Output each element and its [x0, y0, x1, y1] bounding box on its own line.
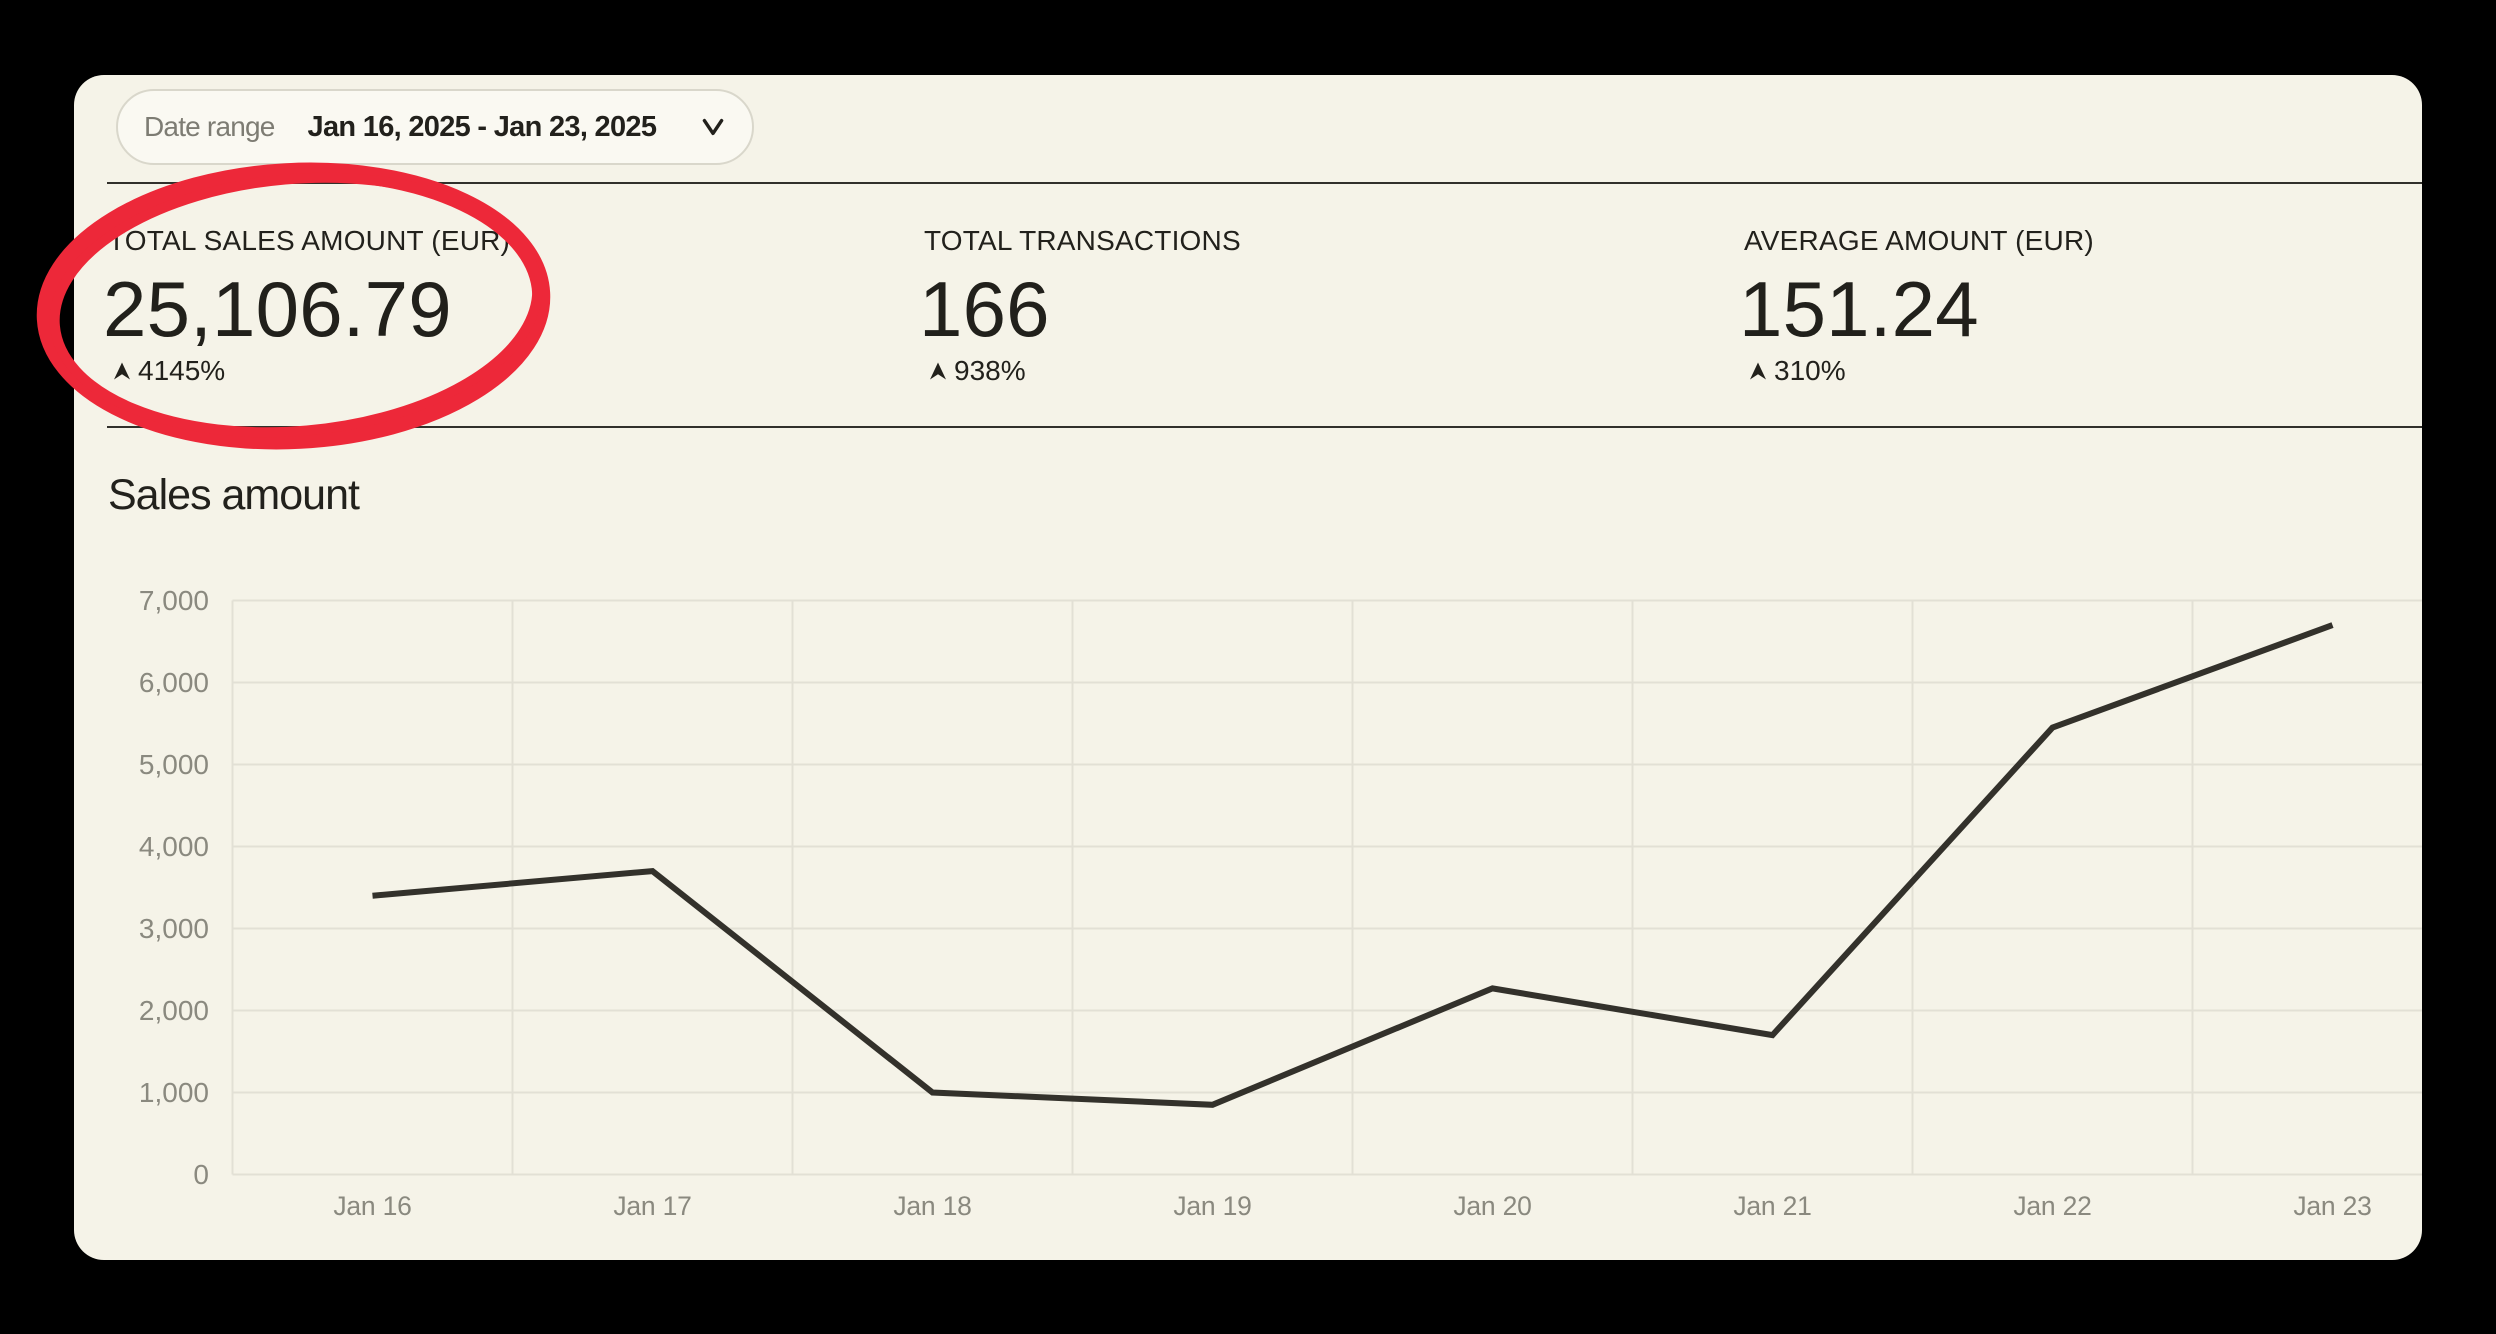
y-axis-tick-label: 0 — [193, 1158, 209, 1190]
kpi-delta: 938% — [924, 357, 1026, 385]
x-axis-tick-label: Jan 17 — [613, 1191, 692, 1221]
divider-bottom — [107, 426, 2422, 428]
line-series — [372, 622, 2334, 1108]
dashboard-panel: Date range Jan 16, 2025 - Jan 23, 2025 T… — [74, 75, 2422, 1260]
x-axis-tick-label: Jan 23 — [2293, 1191, 2372, 1221]
y-axis-tick-label: 2,000 — [138, 994, 209, 1026]
kpi-delta: 4145% — [108, 357, 225, 385]
kpi-label: TOTAL TRANSACTIONS — [924, 225, 1241, 256]
kpi-delta: 310% — [1744, 357, 1846, 385]
x-axis-tick-label: Jan 22 — [2013, 1191, 2092, 1221]
kpi-label: AVERAGE AMOUNT (EUR) — [1744, 225, 2094, 256]
kpi-delta-value: 938% — [954, 355, 1026, 386]
y-axis-tick-label: 7,000 — [138, 584, 209, 616]
arrow-up-icon — [1750, 362, 1766, 380]
date-range-selector[interactable]: Date range Jan 16, 2025 - Jan 23, 2025 — [116, 89, 755, 165]
x-axis-tick-label: Jan 16 — [333, 1191, 412, 1221]
kpi-delta-value: 4145% — [138, 355, 226, 386]
x-axis-tick-label: Jan 21 — [1733, 1191, 1812, 1221]
kpi-value: 166 — [919, 265, 1050, 353]
y-axis-tick-label: 4,000 — [138, 830, 209, 862]
arrow-up-icon — [114, 362, 130, 380]
x-axis-tick-label: Jan 20 — [1453, 1191, 1532, 1221]
y-axis-tick-label: 6,000 — [138, 666, 209, 698]
x-axis-tick-label: Jan 18 — [893, 1191, 972, 1221]
y-axis-tick-label: 1,000 — [138, 1076, 209, 1108]
kpi-label: TOTAL SALES AMOUNT (EUR) — [108, 225, 511, 256]
date-range-value: Jan 16, 2025 - Jan 23, 2025 — [307, 110, 657, 143]
y-axis-tick-label: 5,000 — [138, 748, 209, 780]
chevron-down-icon — [702, 118, 724, 135]
arrow-up-icon — [930, 362, 946, 380]
kpi-delta-value: 310% — [1774, 355, 1846, 386]
date-range-label: Date range — [144, 111, 275, 142]
kpi-value: 151.24 — [1739, 265, 1979, 353]
x-axis-tick-label: Jan 19 — [1173, 1191, 1252, 1221]
y-axis-tick-label: 3,000 — [138, 912, 209, 944]
section-title: Sales amount — [108, 471, 360, 519]
kpi-value: 25,106.79 — [103, 265, 452, 353]
divider-top — [107, 181, 2422, 184]
